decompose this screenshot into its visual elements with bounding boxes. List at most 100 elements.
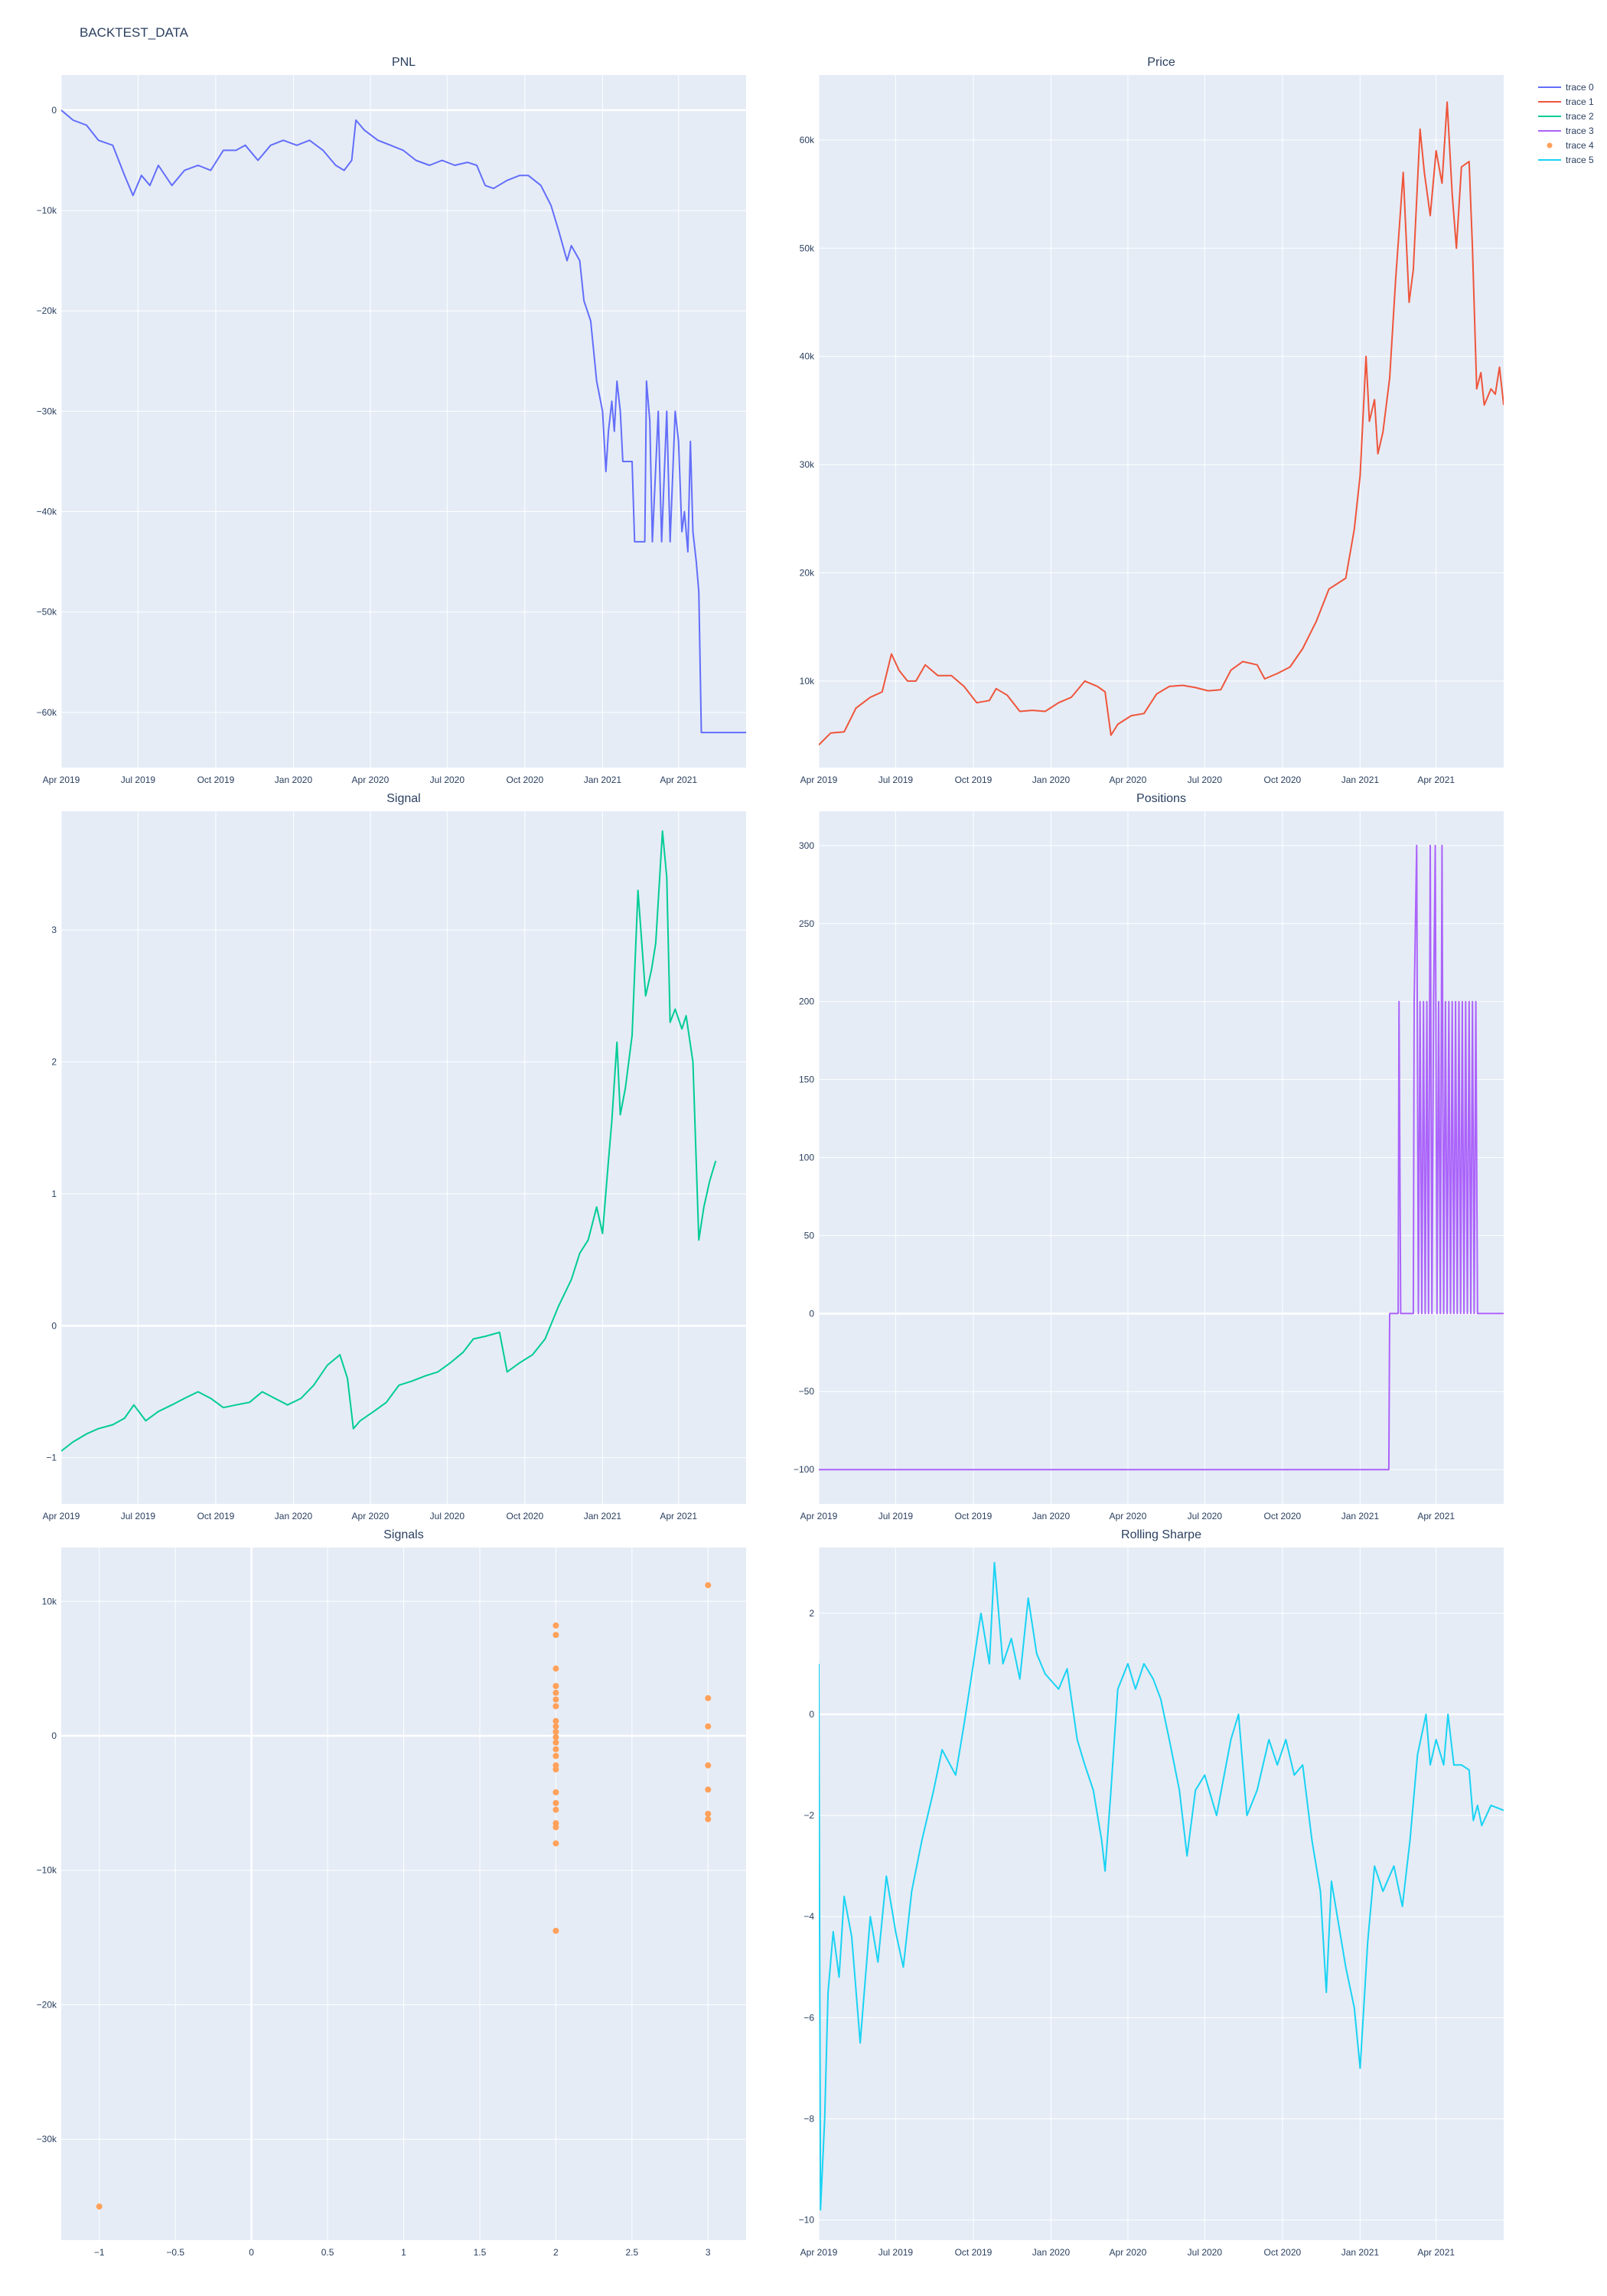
x-tick-label: 1.5 — [474, 2247, 487, 2258]
x-tick-label: Jul 2019 — [878, 1511, 914, 1521]
y-tick-label: −60k — [37, 707, 57, 718]
y-tick-label: 300 — [799, 840, 814, 851]
y-tick-label: 50 — [804, 1230, 815, 1241]
legend-label: trace 5 — [1566, 155, 1594, 165]
x-tick-label: Apr 2019 — [43, 775, 80, 785]
scatter-point — [705, 1762, 712, 1769]
x-tick-label: Jul 2020 — [430, 775, 465, 785]
x-tick-label: Apr 2021 — [1417, 2247, 1455, 2258]
subplot-title-price: Price — [1147, 56, 1175, 69]
subplot-positions: Apr 2019 Jul 2019 Oct 2019 Jan 2020 Apr 2020… — [794, 792, 1504, 1521]
scatter-point — [553, 1622, 559, 1629]
x-tick-label: Jan 2021 — [584, 775, 622, 785]
x-tick-label: Jan 2020 — [275, 1511, 313, 1521]
y-tick-label: −100 — [794, 1464, 814, 1475]
scatter-point — [553, 1665, 559, 1672]
x-tick-label: Apr 2021 — [660, 775, 697, 785]
x-tick-label: Jul 2020 — [1188, 2247, 1223, 2258]
subplot-pnl: Apr 2019 Jul 2019 Oct 2019 Jan 2020 Apr 2020… — [37, 56, 746, 785]
x-tick-label: Apr 2019 — [800, 775, 838, 785]
plot-area-signal — [61, 811, 746, 1504]
subplot-grid: Apr 2019 Jul 2019 Oct 2019 Jan 2020 Apr 2020… — [37, 56, 1504, 2258]
scatter-point — [553, 1840, 559, 1847]
y-tick-label: 10k — [42, 1596, 57, 1606]
x-tick-label: Jan 2020 — [1032, 1511, 1071, 1521]
x-tick-label: Apr 2020 — [1110, 1511, 1147, 1521]
subplot-title-pnl: PNL — [392, 56, 416, 69]
y-tick-label: −4 — [804, 1911, 814, 1922]
legend-item[interactable]: trace 2 — [1538, 111, 1594, 122]
legend-label: trace 3 — [1566, 126, 1594, 136]
y-tick-label: 200 — [799, 996, 814, 1007]
x-tick-label: Jul 2019 — [121, 775, 156, 785]
scatter-point — [705, 1582, 712, 1589]
y-tick-label: 0 — [809, 1709, 814, 1720]
legend-label: trace 0 — [1566, 82, 1594, 93]
y-tick-label: −10 — [799, 2215, 815, 2226]
scatter-point — [553, 1717, 559, 1724]
scatter-point — [553, 1696, 559, 1703]
x-tick-label: 2.5 — [625, 2247, 638, 2258]
legend-item[interactable]: trace 0 — [1538, 82, 1594, 93]
x-tick-label: Oct 2020 — [507, 1511, 544, 1521]
y-tick-label: −10k — [37, 1865, 57, 1876]
y-tick-label: 100 — [799, 1153, 814, 1163]
scatter-series-signals — [96, 1582, 712, 2210]
x-tick-label: Jul 2019 — [878, 775, 914, 785]
y-tick-label: −10k — [37, 205, 57, 216]
x-tick-label: Apr 2020 — [1110, 775, 1147, 785]
scatter-point — [553, 1766, 559, 1773]
legend[interactable]: trace 0 trace 1 trace 2 trace 3 trace 4 trace… — [1538, 82, 1594, 165]
series-line-pnl — [61, 109, 746, 734]
x-tick-label: Jan 2021 — [584, 1511, 622, 1521]
series-line-signal — [61, 830, 717, 1452]
legend-item[interactable]: trace 3 — [1538, 126, 1594, 136]
x-tick-label: Jul 2019 — [121, 1511, 156, 1521]
scatter-point — [553, 1739, 559, 1746]
x-tick-label: Apr 2021 — [1417, 1511, 1455, 1521]
y-tick-label: −8 — [804, 2113, 814, 2124]
legend-item[interactable]: trace 1 — [1538, 96, 1594, 107]
y-tick-label: −50k — [37, 607, 57, 618]
x-tick-label: Jul 2020 — [1188, 775, 1223, 785]
scatter-point — [553, 1824, 559, 1831]
scatter-point — [705, 1723, 712, 1730]
x-tick-label: Jan 2021 — [1341, 775, 1380, 785]
series-line-price — [819, 101, 1504, 746]
y-tick-label: 3 — [51, 925, 57, 935]
x-tick-label: Jan 2021 — [1341, 2247, 1380, 2258]
scatter-point — [705, 1694, 712, 1701]
legend-item[interactable]: trace 5 — [1538, 155, 1594, 165]
y-tick-label: 2 — [51, 1057, 57, 1068]
x-tick-label: 0 — [249, 2247, 254, 2258]
y-tick-label: −50 — [799, 1386, 815, 1397]
scatter-point — [553, 1723, 559, 1730]
y-tick-label: −40k — [37, 507, 57, 517]
scatter-point — [705, 1786, 712, 1793]
plot-area-rolling_sharpe — [819, 1548, 1504, 2240]
series-line-rolling_sharpe — [819, 1561, 1504, 2211]
scatter-point — [96, 2203, 103, 2210]
y-tick-label: 250 — [799, 918, 814, 929]
x-tick-label: Jan 2020 — [1032, 775, 1071, 785]
scatter-point — [553, 1733, 559, 1740]
scatter-point — [553, 1728, 559, 1735]
scatter-point — [553, 1746, 559, 1753]
x-tick-label: Oct 2019 — [955, 775, 993, 785]
legend-item[interactable]: trace 4 — [1547, 140, 1595, 151]
y-tick-label: −20k — [37, 1999, 57, 2010]
scatter-point — [553, 1683, 559, 1689]
scatter-point — [553, 1703, 559, 1710]
x-tick-label: 1 — [401, 2247, 406, 2258]
subplot-title-rolling_sharpe: Rolling Sharpe — [1121, 1528, 1201, 1541]
y-tick-label: 0 — [51, 1320, 57, 1331]
x-tick-label: 3 — [706, 2247, 711, 2258]
legend-label: trace 2 — [1566, 111, 1594, 122]
x-tick-label: Oct 2019 — [955, 2247, 993, 2258]
x-tick-label: Oct 2020 — [507, 775, 544, 785]
x-tick-label: Apr 2021 — [1417, 775, 1455, 785]
y-tick-label: 20k — [800, 567, 815, 578]
subplot-rolling_sharpe: Apr 2019 Jul 2019 Oct 2019 Jan 2020 Apr 2020… — [799, 1528, 1504, 2258]
scatter-point — [705, 1810, 712, 1817]
x-tick-label: Apr 2019 — [43, 1511, 80, 1521]
